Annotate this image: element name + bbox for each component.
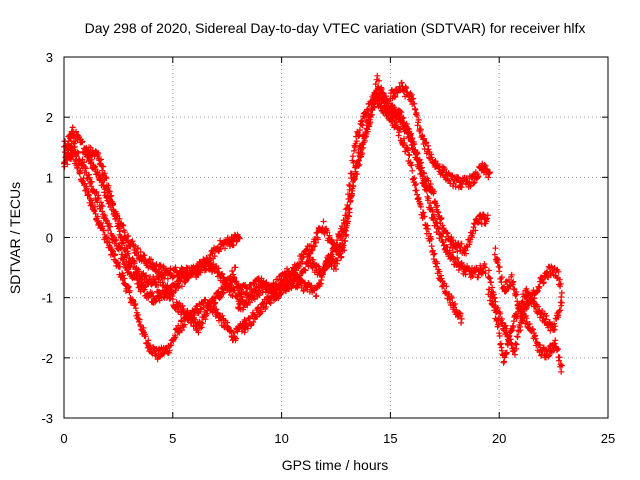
x-tick-label: 0 <box>60 431 67 446</box>
x-tick-label: 20 <box>492 431 506 446</box>
series-track-4 <box>82 144 239 336</box>
series-markers <box>230 91 465 326</box>
x-tick-label: 15 <box>383 431 397 446</box>
chart-title: Day 298 of 2020, Sidereal Day-to-day VTE… <box>85 20 586 36</box>
y-tick-label: 0 <box>46 231 53 246</box>
data-series <box>61 72 565 375</box>
series-markers <box>491 245 565 375</box>
series-track-11 <box>491 245 565 375</box>
series-markers <box>387 79 493 191</box>
y-tick-label: -2 <box>41 351 53 366</box>
axis-ticks: 0 5 10 15 20 25 -3 -2 -1 0 1 2 3 <box>41 50 615 446</box>
series-track-10 <box>485 263 565 358</box>
y-tick-label: 1 <box>46 170 53 185</box>
y-axis-label: SDTVAR / TECUs <box>7 182 23 294</box>
x-tick-label: 5 <box>169 431 176 446</box>
series-track-8 <box>387 79 493 191</box>
y-tick-label: 2 <box>46 110 53 125</box>
series-markers <box>241 85 491 336</box>
series-track-5 <box>230 91 465 326</box>
y-tick-label: 3 <box>46 50 53 65</box>
x-axis-label: GPS time / hours <box>282 457 389 473</box>
y-tick-label: -1 <box>41 291 53 306</box>
y-tick-label: -3 <box>41 411 53 426</box>
x-tick-label: 10 <box>274 431 288 446</box>
series-markers <box>82 144 239 336</box>
series-markers <box>485 263 565 358</box>
series-track-7 <box>241 85 491 336</box>
x-tick-label: 25 <box>601 431 615 446</box>
